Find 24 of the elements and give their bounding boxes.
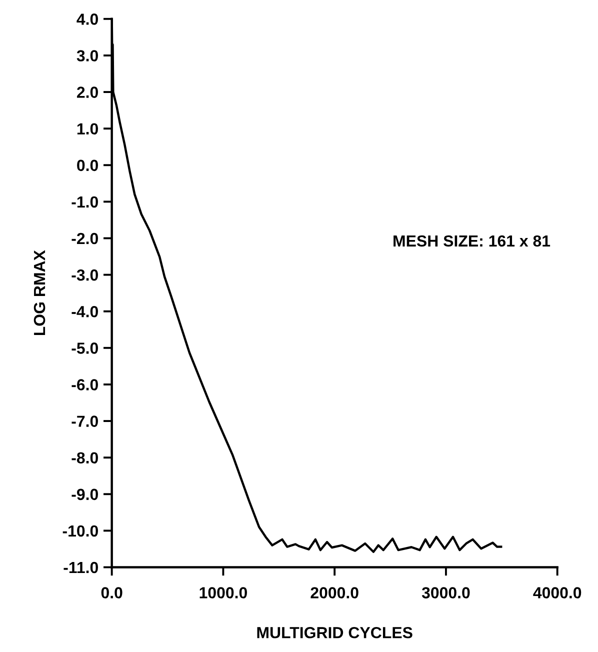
y-tick-label: 3.0 [76, 50, 98, 62]
y-tick-label: -6.0 [72, 379, 98, 390]
y-axis-title: LOG RMAX [34, 250, 46, 336]
annotation: MESH SIZE: 161 x 81 [394, 235, 550, 247]
x-tick-label: 2000.0 [310, 587, 358, 598]
y-tick-label: -1.0 [72, 196, 98, 208]
y-tick-label: -9.0 [72, 488, 98, 500]
x-tick-label: 1000.0 [200, 587, 247, 598]
y-tick-label: -4.0 [72, 306, 98, 318]
y-tick-label: 1.0 [77, 123, 98, 135]
y-tick-label: -3.0 [72, 269, 98, 281]
x-axis-title: MULTIGRID CYCLES [257, 626, 412, 638]
y-tick-label: 2.0 [76, 86, 98, 98]
y-tick-label: -10.0 [62, 525, 98, 537]
y-tick-label: -5.0 [72, 342, 98, 354]
y-tick-label: -8.0 [72, 452, 98, 464]
x-tick-label: 0.0 [101, 587, 122, 598]
y-tick-label: -11.0 [64, 562, 98, 574]
y-tick-label: -2.0 [72, 232, 98, 244]
y-tick-label: -7.0 [72, 416, 98, 427]
y-tick-label: 0.0 [77, 160, 98, 172]
y-tick-label: 4.0 [76, 14, 98, 25]
x-tick-label: 4000.0 [533, 587, 582, 598]
x-tick-label: 3000.0 [422, 587, 470, 598]
